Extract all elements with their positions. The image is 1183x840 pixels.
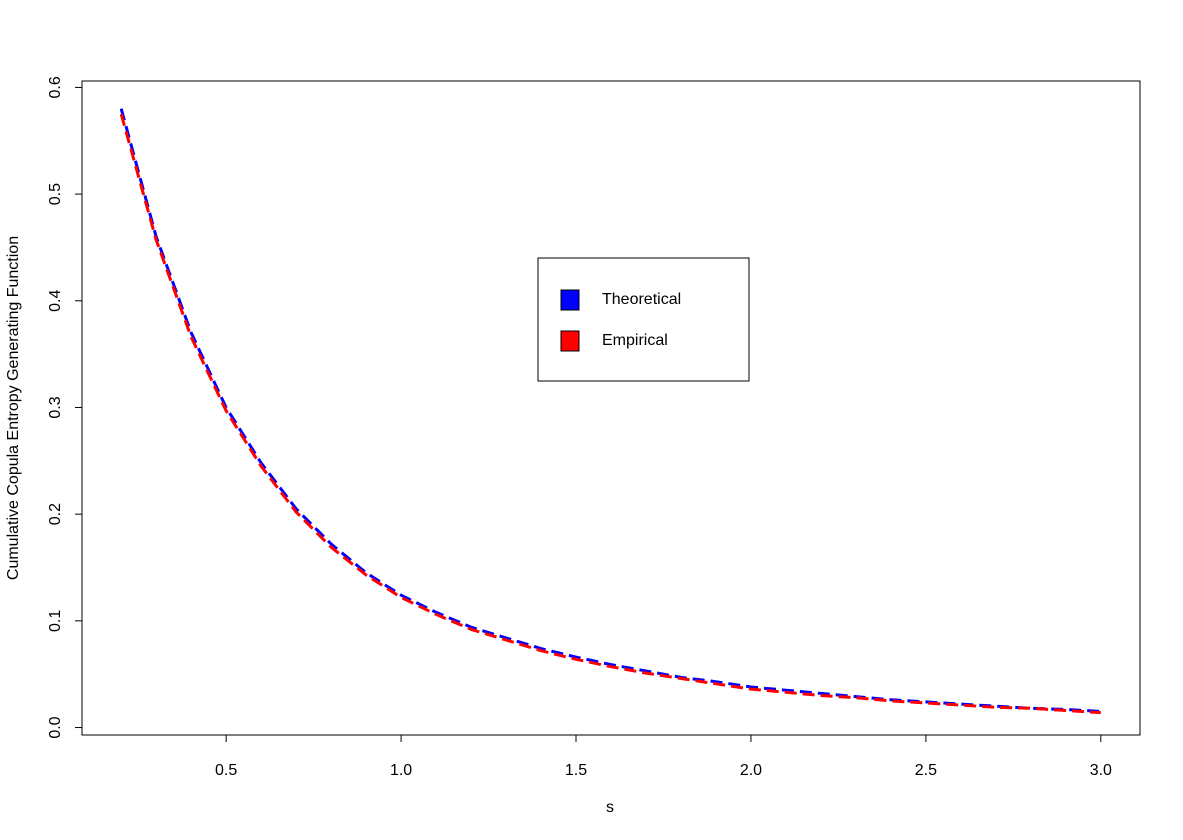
x-tick-label: 3.0 xyxy=(1090,762,1112,779)
y-tick-label: 0.0 xyxy=(47,716,64,738)
x-axis-label: s xyxy=(606,799,614,816)
legend-box xyxy=(537,257,750,382)
plot-frame xyxy=(81,80,1141,736)
x-tick-label: 2.0 xyxy=(740,762,762,779)
y-axis-label: Cumulative Copula Entropy Generating Fun… xyxy=(5,236,22,580)
y-tick-label: 0.3 xyxy=(47,396,64,418)
y-tick-label: 0.2 xyxy=(47,503,64,525)
legend-swatch xyxy=(560,289,580,311)
legend-swatch xyxy=(560,330,580,352)
x-tick-label: 1.5 xyxy=(565,762,587,779)
y-tick-label: 0.5 xyxy=(47,183,64,205)
series-line xyxy=(119,113,1101,715)
legend-label: Theoretical xyxy=(602,291,681,308)
y-tick-label: 0.4 xyxy=(47,290,64,312)
y-tick-label: 0.1 xyxy=(47,610,64,632)
legend-label: Empirical xyxy=(602,332,668,349)
x-tick-label: 1.0 xyxy=(390,762,412,779)
series-line xyxy=(119,108,1101,713)
y-tick-label: 0.6 xyxy=(47,76,64,98)
x-tick-label: 2.5 xyxy=(915,762,937,779)
x-tick-label: 0.5 xyxy=(215,762,237,779)
